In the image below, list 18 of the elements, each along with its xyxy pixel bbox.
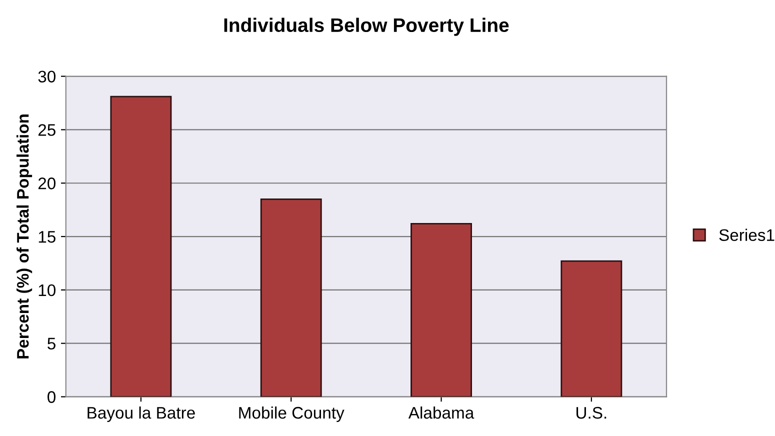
y-tick-label: 10 — [38, 284, 56, 296]
x-tick-label: Mobile County — [239, 406, 344, 422]
y-axis-title: Percent (%) of Total Population — [16, 114, 32, 358]
x-tick-label: Bayou la Batre — [88, 406, 195, 422]
legend-label: Series1 — [719, 228, 774, 242]
y-tick-label: 5 — [48, 338, 56, 350]
bar — [560, 260, 622, 397]
y-tick-label: 30 — [38, 70, 56, 83]
y-tick-label: 15 — [38, 231, 56, 243]
y-tick-label: 20 — [38, 178, 56, 190]
chart-title: Individuals Below Poverty Line — [224, 18, 509, 36]
x-tick-label: Alabama — [408, 406, 474, 419]
bar — [410, 223, 472, 397]
bar — [110, 96, 172, 397]
y-tick-label: 0 — [48, 391, 56, 403]
bar — [260, 198, 322, 397]
x-tick-label: U.S. — [576, 406, 606, 419]
y-tick-label: 25 — [38, 124, 56, 136]
